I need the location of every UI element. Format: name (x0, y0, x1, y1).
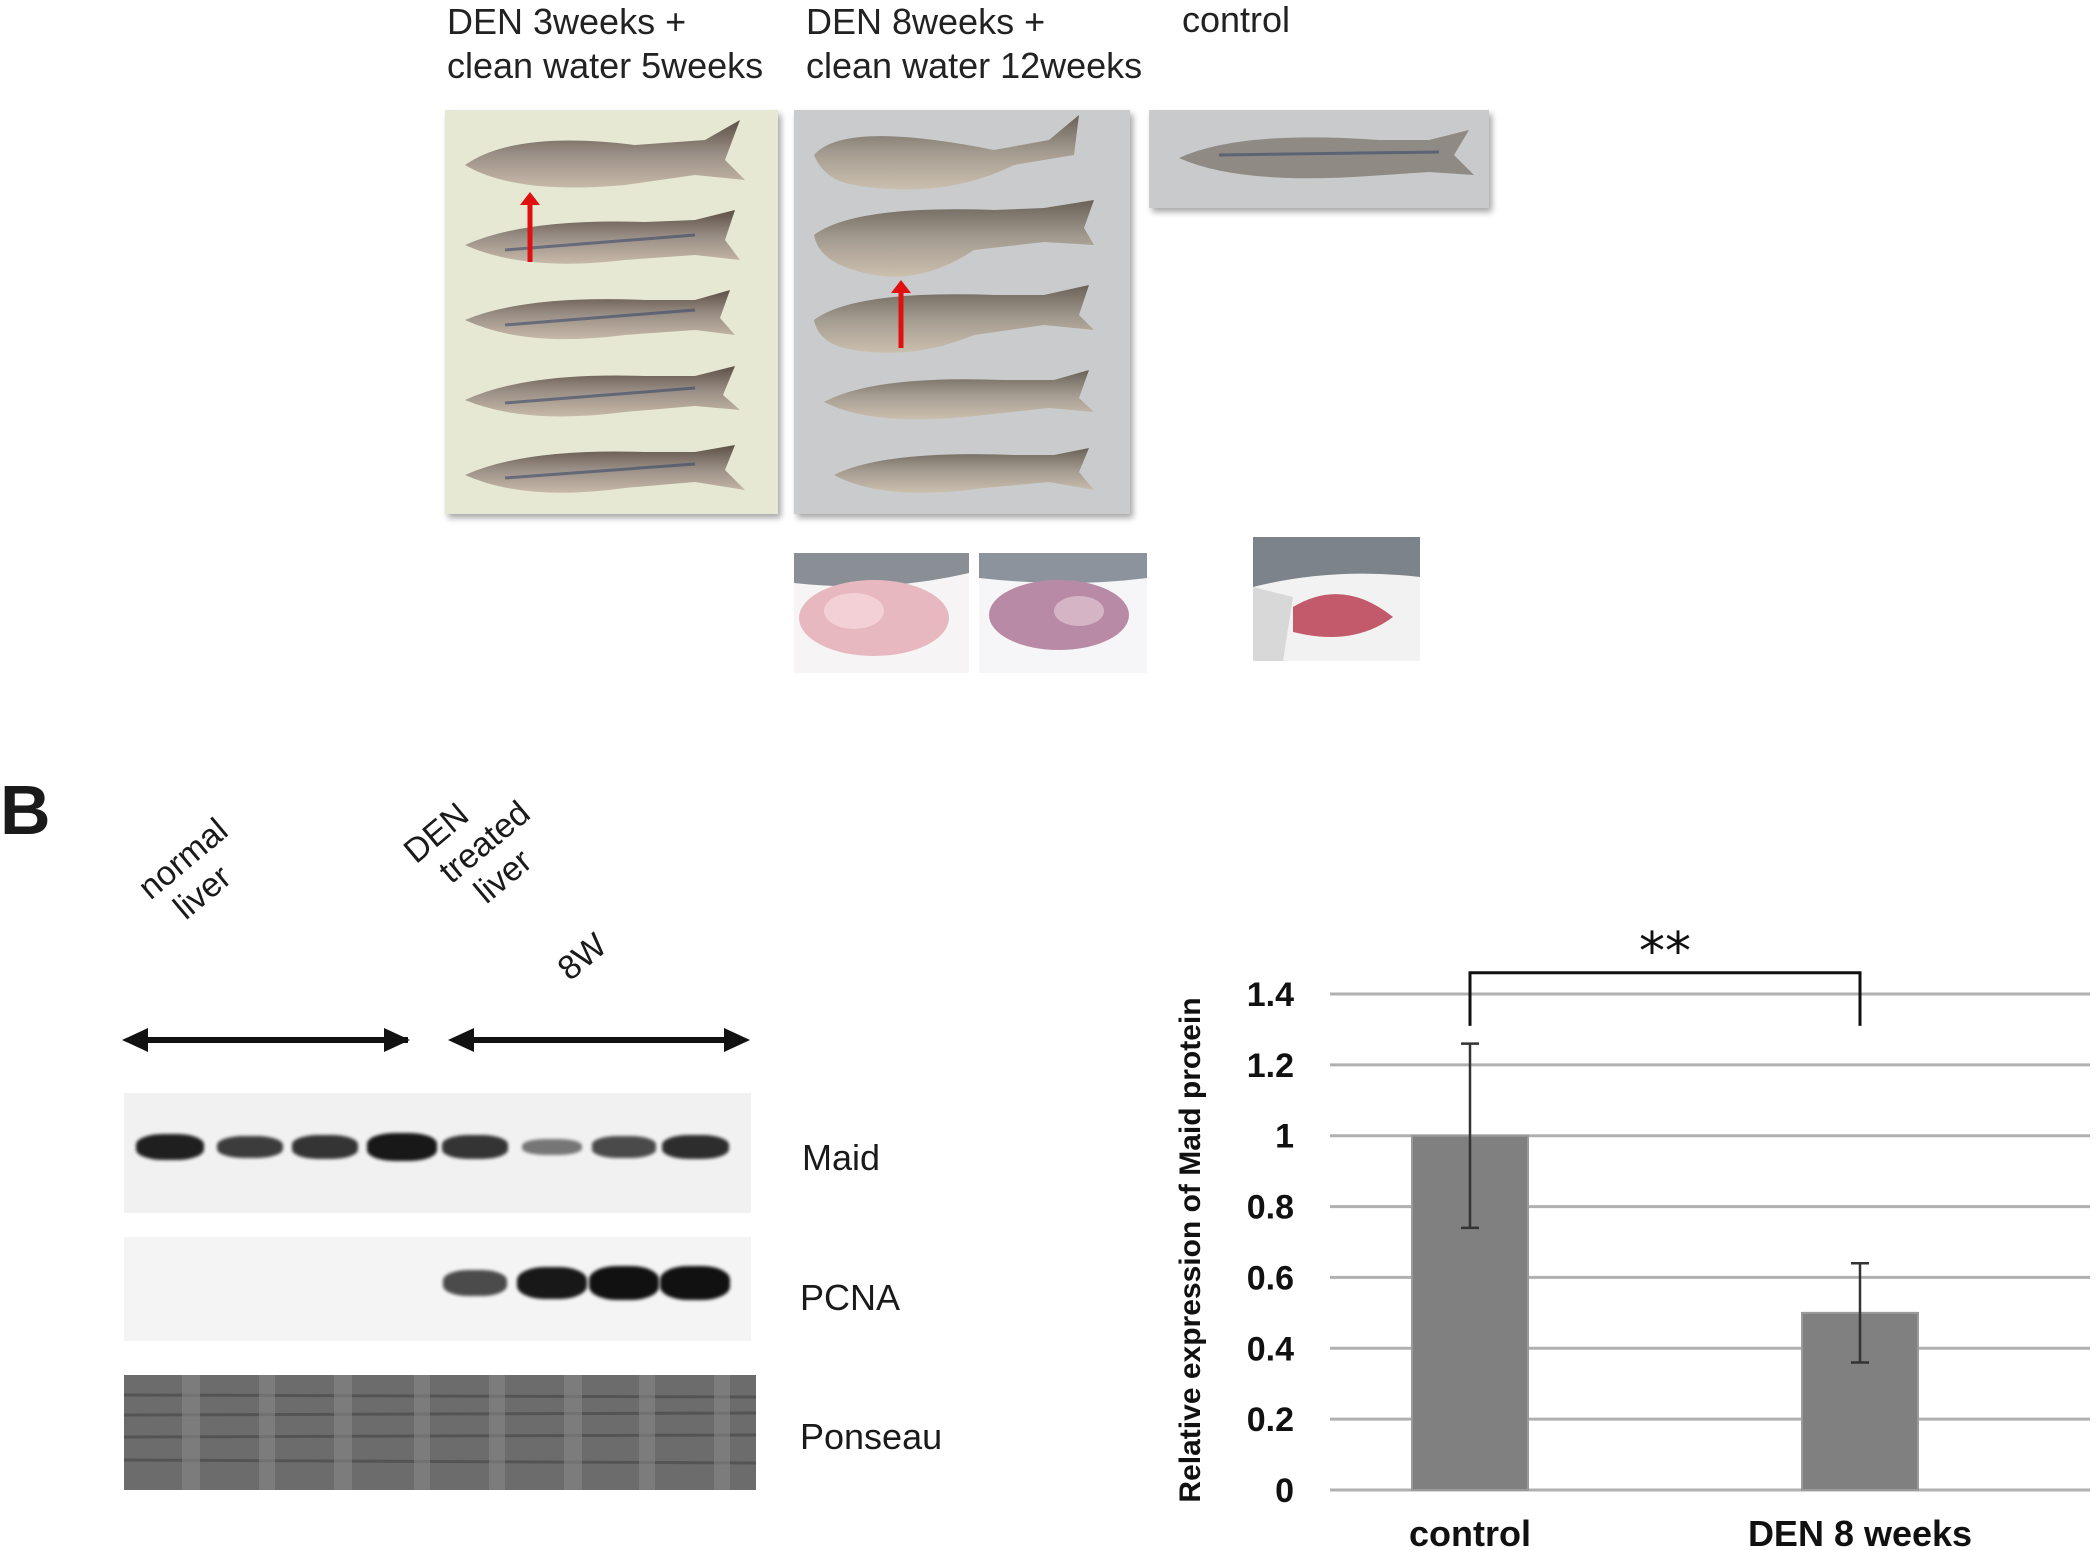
blot-label-ponseau: Ponseau (800, 1416, 943, 1457)
maid-band (661, 1134, 729, 1160)
maid-band (135, 1133, 205, 1161)
fish-photo-control (1149, 110, 1489, 208)
group-2-header-line2: clean water 12weeks (806, 45, 1143, 86)
pcna-band (660, 1266, 730, 1300)
y-tick-label: 0.8 (1247, 1189, 1294, 1227)
pcna-band (589, 1266, 659, 1300)
fish-photo-den-8weeks (794, 110, 1130, 514)
den-8w-label: 8W (550, 926, 615, 988)
maid-band (291, 1135, 359, 1159)
control-header: control (1182, 0, 1291, 40)
y-tick-label: 0.6 (1247, 1259, 1294, 1297)
normal-liver-label: normal liver (131, 811, 259, 936)
significance-bracket (1468, 971, 1862, 1026)
y-tick-label: 1.4 (1247, 976, 1294, 1014)
maid-band (592, 1136, 656, 1158)
x-tick-label: control (1409, 1513, 1531, 1550)
liver-photo-control (1253, 537, 1420, 661)
y-tick-label: 0.2 (1247, 1401, 1294, 1439)
fish-group-b (814, 115, 1094, 493)
fish-group-a (465, 120, 745, 493)
arrow-right-icon (384, 1028, 410, 1052)
liver-photo-den-2 (979, 553, 1147, 673)
arrow-left-icon (448, 1028, 474, 1052)
red-arrow-icon (520, 192, 540, 262)
maid-expression-chart: 0 0.2 0.4 0.6 0.8 1 1.2 1.4 Relative expression … (1174, 930, 2090, 1550)
group-2-header-line1: DEN 8weeks + (806, 1, 1046, 42)
y-axis-label: Relative expression of Maid protein (1174, 997, 1207, 1502)
liver-photo-den-1 (794, 553, 969, 673)
den-treated-liver-label: DEN treated liver (397, 765, 562, 929)
y-tick-label: 0.4 (1247, 1330, 1294, 1368)
pcna-band (443, 1270, 507, 1296)
ponseau-blot (124, 1375, 756, 1490)
arrow-left-icon (122, 1028, 148, 1052)
panel-b-label: B (0, 771, 51, 849)
group-arrows (122, 1028, 750, 1052)
group-1-header-line2: clean water 5weeks (447, 45, 764, 86)
maid-band (522, 1138, 582, 1156)
blot-label-maid: Maid (802, 1137, 881, 1178)
blot-label-pcna: PCNA (800, 1277, 901, 1318)
maid-band (441, 1135, 509, 1159)
maid-band (367, 1133, 437, 1161)
y-tick-label: 1.2 (1247, 1047, 1294, 1085)
y-tick-label: 1 (1275, 1118, 1294, 1156)
arrow-right-icon (724, 1028, 750, 1052)
y-tick-label: 0 (1275, 1472, 1294, 1510)
pcna-band (517, 1266, 587, 1300)
red-arrow-icon (891, 280, 911, 348)
group-2-header: DEN 8weeks + clean water 12weeks (806, 0, 1142, 88)
maid-band (217, 1135, 283, 1159)
significance-marker: ** (1639, 930, 1691, 982)
maid-blot (124, 1093, 751, 1213)
group-1-header: DEN 3weeks + clean water 5weeks (447, 0, 763, 88)
group-1-header-line1: DEN 3weeks + (447, 1, 687, 42)
x-tick-label: DEN 8 weeks (1748, 1513, 1972, 1550)
fish-photo-den-3weeks (445, 110, 778, 514)
